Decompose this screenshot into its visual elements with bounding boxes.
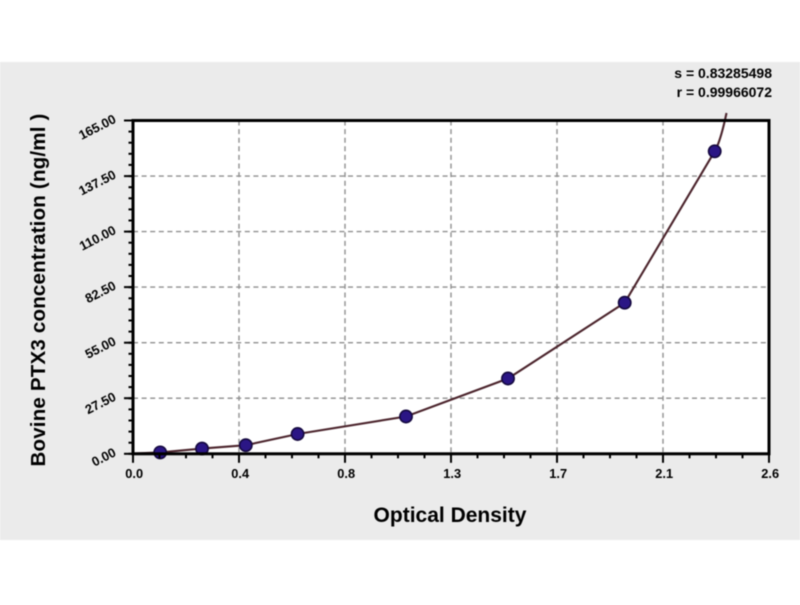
svg-text:0.0: 0.0 <box>125 466 143 481</box>
svg-text:0.4: 0.4 <box>231 466 250 481</box>
svg-text:2.1: 2.1 <box>655 466 673 481</box>
svg-text:Optical Density: Optical Density <box>374 504 527 527</box>
svg-text:1.7: 1.7 <box>549 466 567 481</box>
svg-text:0.8: 0.8 <box>337 466 355 481</box>
svg-text:2.6: 2.6 <box>761 466 779 481</box>
svg-text:Bovine PTX3 concentration (ng/: Bovine PTX3 concentration (ng/ml ) <box>27 113 50 466</box>
svg-text:s = 0.83285498: s = 0.83285498 <box>674 65 772 81</box>
svg-text:r = 0.99966072: r = 0.99966072 <box>677 84 773 100</box>
svg-text:1.3: 1.3 <box>443 466 461 481</box>
